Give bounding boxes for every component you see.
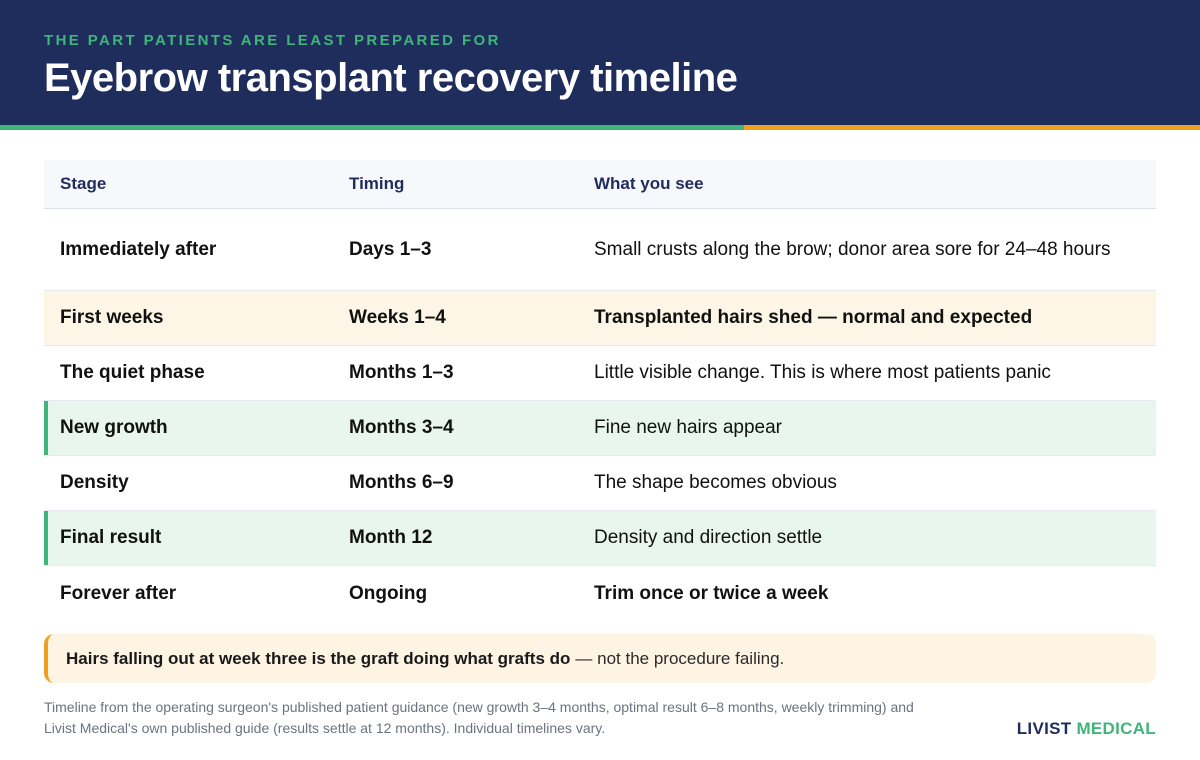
- accent-stripe-orange: [744, 125, 1200, 130]
- description-cell: Small crusts along the brow; donor area …: [594, 238, 1111, 260]
- table-header: Stage Timing What you see: [44, 160, 1156, 209]
- column-header-timing: Timing: [349, 174, 405, 193]
- column-header-what-you-see: What you see: [594, 174, 704, 193]
- page-title: Eyebrow transplant recovery timeline: [44, 56, 738, 100]
- timing-cell: Months 1–3: [349, 362, 454, 383]
- table-row: Immediately after Days 1–3 Small crusts …: [44, 209, 1156, 291]
- stage-cell: New growth: [60, 417, 168, 438]
- description-cell: Transplanted hairs shed — normal and exp…: [594, 307, 1033, 328]
- description-cell: Little visible change. This is where mos…: [594, 362, 1051, 383]
- table-row: The quiet phase Months 1–3 Little visibl…: [44, 346, 1156, 401]
- accent-stripe-green: [0, 125, 744, 130]
- recovery-timeline-table: Stage Timing What you see Immediately af…: [44, 160, 1156, 621]
- table-row: Forever after Ongoing Trim once or twice…: [44, 566, 1156, 621]
- callout-emphasis: Hairs falling out at week three is the g…: [66, 648, 571, 668]
- brand-name-part1: LIVIST: [1016, 719, 1072, 738]
- column-header-stage: Stage: [60, 174, 107, 193]
- description-cell: Trim once or twice a week: [594, 582, 829, 604]
- table-row: Final result Month 12 Density and direct…: [44, 511, 1156, 566]
- table-row: New growth Months 3–4 Fine new hairs app…: [44, 401, 1156, 456]
- callout-text: — not the procedure failing.: [575, 648, 785, 668]
- timing-cell: Days 1–3: [349, 238, 432, 260]
- brand-name-part2: MEDICAL: [1076, 719, 1156, 738]
- eyebrow-text: THE PART PATIENTS ARE LEAST PREPARED FOR: [44, 32, 501, 49]
- source-footnote: Timeline from the operating surgeon's pu…: [44, 699, 914, 736]
- description-cell: Fine new hairs appear: [594, 417, 782, 438]
- brand-logo: LIVIST MEDICAL: [1017, 719, 1156, 739]
- stage-cell: Immediately after: [60, 238, 217, 260]
- timing-cell: Months 6–9: [349, 472, 454, 493]
- description-cell: Density and direction settle: [594, 527, 823, 548]
- stage-cell: Forever after: [60, 582, 177, 604]
- timing-cell: Weeks 1–4: [349, 307, 446, 328]
- timing-cell: Ongoing: [349, 582, 428, 604]
- stage-cell: Density: [60, 472, 129, 493]
- stage-cell: First weeks: [60, 307, 164, 328]
- stage-cell: The quiet phase: [60, 362, 205, 383]
- callout-note: Hairs falling out at week three is the g…: [44, 634, 1156, 683]
- header-banner: THE PART PATIENTS ARE LEAST PREPARED FOR…: [0, 0, 1200, 125]
- description-cell: The shape becomes obvious: [594, 472, 837, 493]
- table-row: First weeks Weeks 1–4 Transplanted hairs…: [44, 291, 1156, 346]
- timing-cell: Months 3–4: [349, 417, 454, 438]
- stage-cell: Final result: [60, 527, 162, 548]
- timing-cell: Month 12: [349, 527, 433, 548]
- table-row: Density Months 6–9 The shape becomes obv…: [44, 456, 1156, 511]
